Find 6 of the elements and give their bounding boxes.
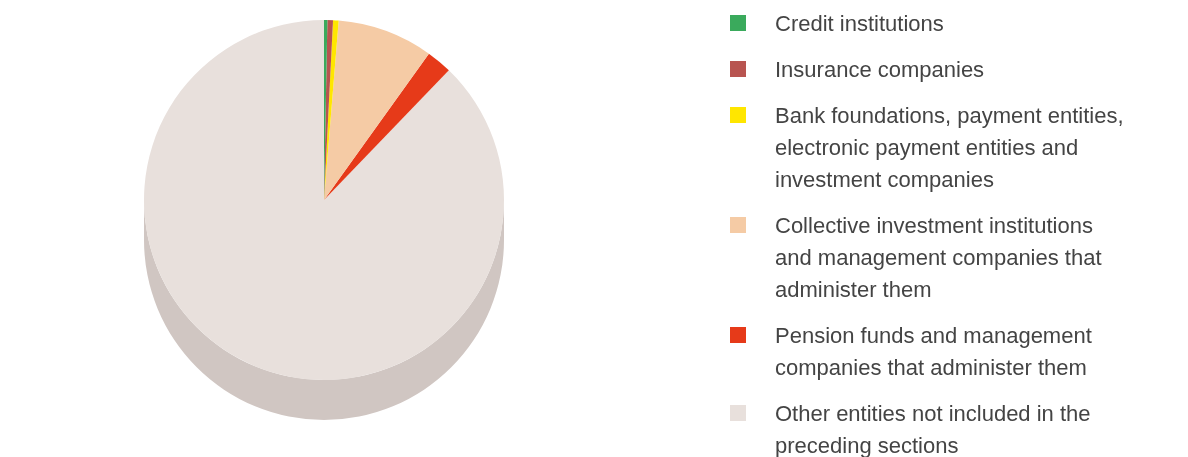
legend-label: Other entities not included in the preceding sections — [775, 400, 1091, 457]
legend-label: Pension funds and management companies that administer them — [775, 322, 1092, 380]
legend-label: Bank foundations, payment entities, electronic payment entities and investment companies — [775, 102, 1124, 192]
legend-label: Collective investment institutions and management companies that administer them — [775, 212, 1102, 302]
legend-label: Credit institutions — [775, 10, 944, 36]
legend-label: Insurance companies — [775, 56, 985, 82]
